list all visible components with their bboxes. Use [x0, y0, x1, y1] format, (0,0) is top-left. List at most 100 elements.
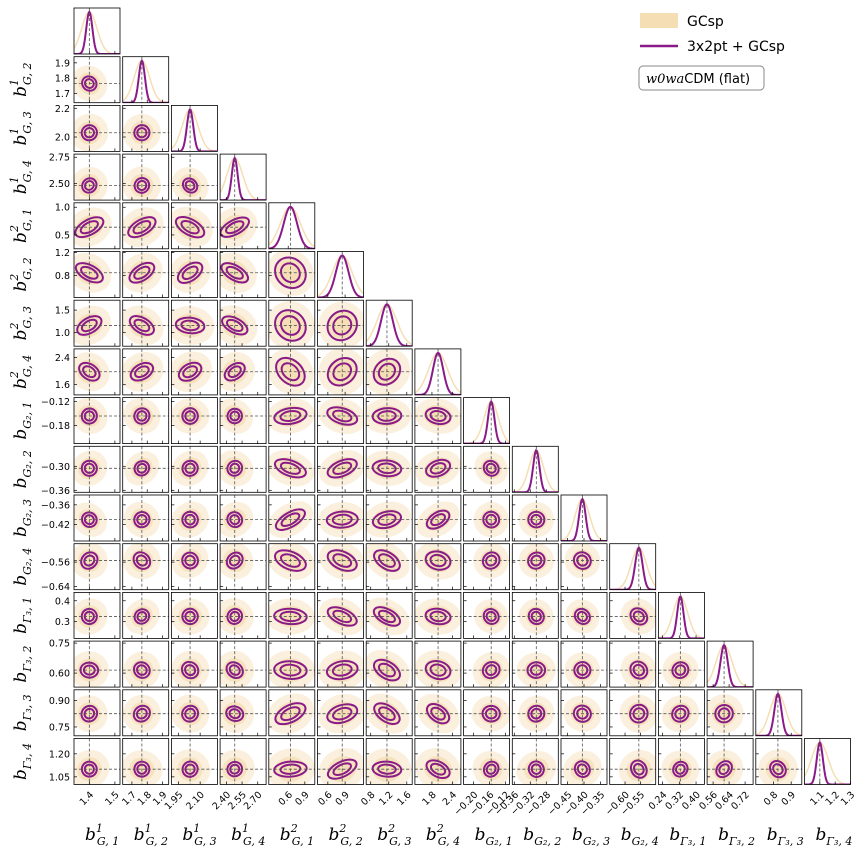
combined-2sigma-7-11	[424, 550, 452, 571]
panel-10-12	[560, 592, 608, 639]
panel-content-0-0	[74, 8, 120, 54]
y-tick-label-13-0: 0.75	[49, 639, 70, 650]
panel-frame-13-14	[706, 689, 754, 737]
panel-frame-2-15	[170, 738, 218, 785]
combined-2sigma-4-15	[273, 760, 308, 778]
panel-frame-1-8	[122, 397, 170, 445]
combined-2sigma-6-13	[372, 658, 401, 682]
combined-1sigma-3-14	[228, 708, 241, 720]
panel-7-10	[414, 494, 462, 542]
combined-2sigma-0-6	[76, 315, 103, 336]
panel-1-11	[122, 543, 170, 591]
combined-1sigma-5-14	[332, 706, 353, 721]
panel-8-14	[463, 689, 511, 737]
panel-8-9	[463, 445, 511, 493]
y-tick-label-12-1: 0.3	[55, 617, 70, 628]
panel-7-15	[414, 738, 462, 785]
panel-content-6-7	[366, 348, 413, 395]
panel-content-7-7	[414, 348, 461, 395]
y-tick-label-15-1: 1.05	[49, 772, 70, 783]
x-tick-label-3-2: 2.70	[242, 790, 265, 813]
panel-1-12	[122, 592, 170, 639]
panel-content-15-15	[804, 738, 851, 785]
panel-frame-0-8	[73, 397, 121, 445]
panel-2-15	[170, 738, 218, 785]
legend-swatch-gcsp	[640, 13, 678, 28]
panel-content-11-14	[609, 689, 656, 736]
y-tick-label-1-2: 1.7	[55, 89, 70, 100]
panel-frame-12-15	[658, 738, 705, 785]
y-tick-label-11-1: −0.64	[41, 582, 70, 593]
combined-2sigma-1-3	[133, 177, 151, 194]
combined-2sigma-13-15	[715, 760, 733, 779]
x-axis-label-base-6: b	[377, 825, 388, 845]
x-axis-label-sup-2: 1	[193, 822, 200, 835]
panel-content-6-13	[366, 641, 413, 688]
panel-content-8-12	[463, 592, 510, 639]
panel-4-4	[268, 202, 316, 250]
panel-content-0-4	[74, 202, 120, 249]
y-axis-label-7: b2G, 4	[8, 355, 34, 389]
panel-5-14	[317, 689, 364, 737]
combined-2sigma-3-5	[220, 262, 250, 284]
x-axis-label-sub-12: Γ₃, 1	[679, 835, 706, 848]
combined-2sigma-2-10	[181, 510, 199, 529]
panel-12-14	[658, 689, 705, 737]
panel-content-7-10	[414, 495, 461, 541]
combined-2sigma-11-12	[629, 607, 649, 626]
y-tick-label-12-0: 0.4	[55, 596, 70, 607]
panel-frame-0-6	[73, 299, 121, 347]
x-axis-label-8: bG₂, 1	[475, 825, 513, 848]
panel-content-1-7	[122, 348, 169, 395]
y-axis-label-1: b1G, 2	[8, 63, 34, 97]
model-box-text: CDM (flat)	[684, 72, 750, 87]
panel-9-14	[511, 689, 559, 737]
panel-4-5	[268, 251, 316, 298]
panel-3-10	[219, 494, 267, 542]
panel-frame-13-13	[706, 640, 754, 688]
panel-content-4-11	[268, 543, 315, 590]
y-axis-label-base-11: b	[11, 575, 31, 586]
panel-frame-6-10	[365, 494, 413, 542]
panel-content-0-13	[74, 641, 120, 688]
panel-11-13	[609, 640, 657, 688]
y-axis-label-sup-1: 1	[8, 79, 21, 86]
panel-4-15	[268, 738, 316, 785]
panel-content-5-5	[317, 251, 364, 298]
y-axis-label-base-6: b	[11, 329, 31, 340]
panel-3-7	[219, 348, 267, 396]
panel-2-10	[170, 494, 218, 542]
x-tick-label-5-0: 0.6	[316, 790, 334, 808]
panel-frame-1-7	[122, 348, 170, 396]
combined-2sigma-0-7	[78, 361, 101, 382]
x-tick-label-14-0: 0.8	[762, 790, 780, 808]
combined-2sigma-10-12	[573, 607, 591, 626]
panel-frame-1-3	[122, 153, 170, 201]
combined-2sigma-2-6	[174, 316, 206, 335]
x-tick-label-2-0: 1.95	[163, 790, 186, 813]
y-axis-label-sup-4: 2	[8, 225, 21, 233]
panel-6-8	[365, 397, 413, 445]
panel-4-12	[268, 592, 316, 639]
combined-2sigma-3-13	[225, 661, 244, 679]
combined-1sigma-5-8	[332, 409, 353, 423]
panel-frame-8-9	[463, 445, 511, 493]
panel-4-11	[268, 543, 316, 591]
panel-frame-3-13	[219, 640, 267, 688]
panel-10-15	[560, 738, 608, 785]
combined-2sigma-1-11	[132, 551, 152, 570]
combined-1sigma-7-13	[429, 663, 447, 677]
combined-2sigma-4-8	[273, 406, 308, 426]
y-axis-label-base-9: b	[11, 477, 31, 488]
y-axis-label-base-13: b	[11, 672, 31, 683]
combined-2sigma-5-7	[326, 357, 358, 387]
x-axis-label-10: bG₂, 3	[572, 825, 610, 848]
panel-2-2	[170, 105, 218, 152]
combined-2sigma-4-11	[273, 549, 307, 572]
panel-0-9	[73, 445, 121, 493]
panel-5-10	[317, 494, 364, 542]
y-tick-label-3-1: 2.50	[49, 179, 70, 190]
panel-frame-2-13	[170, 640, 218, 688]
panel-frame-6-14	[365, 689, 413, 737]
panel-frame-3-5	[219, 251, 267, 298]
